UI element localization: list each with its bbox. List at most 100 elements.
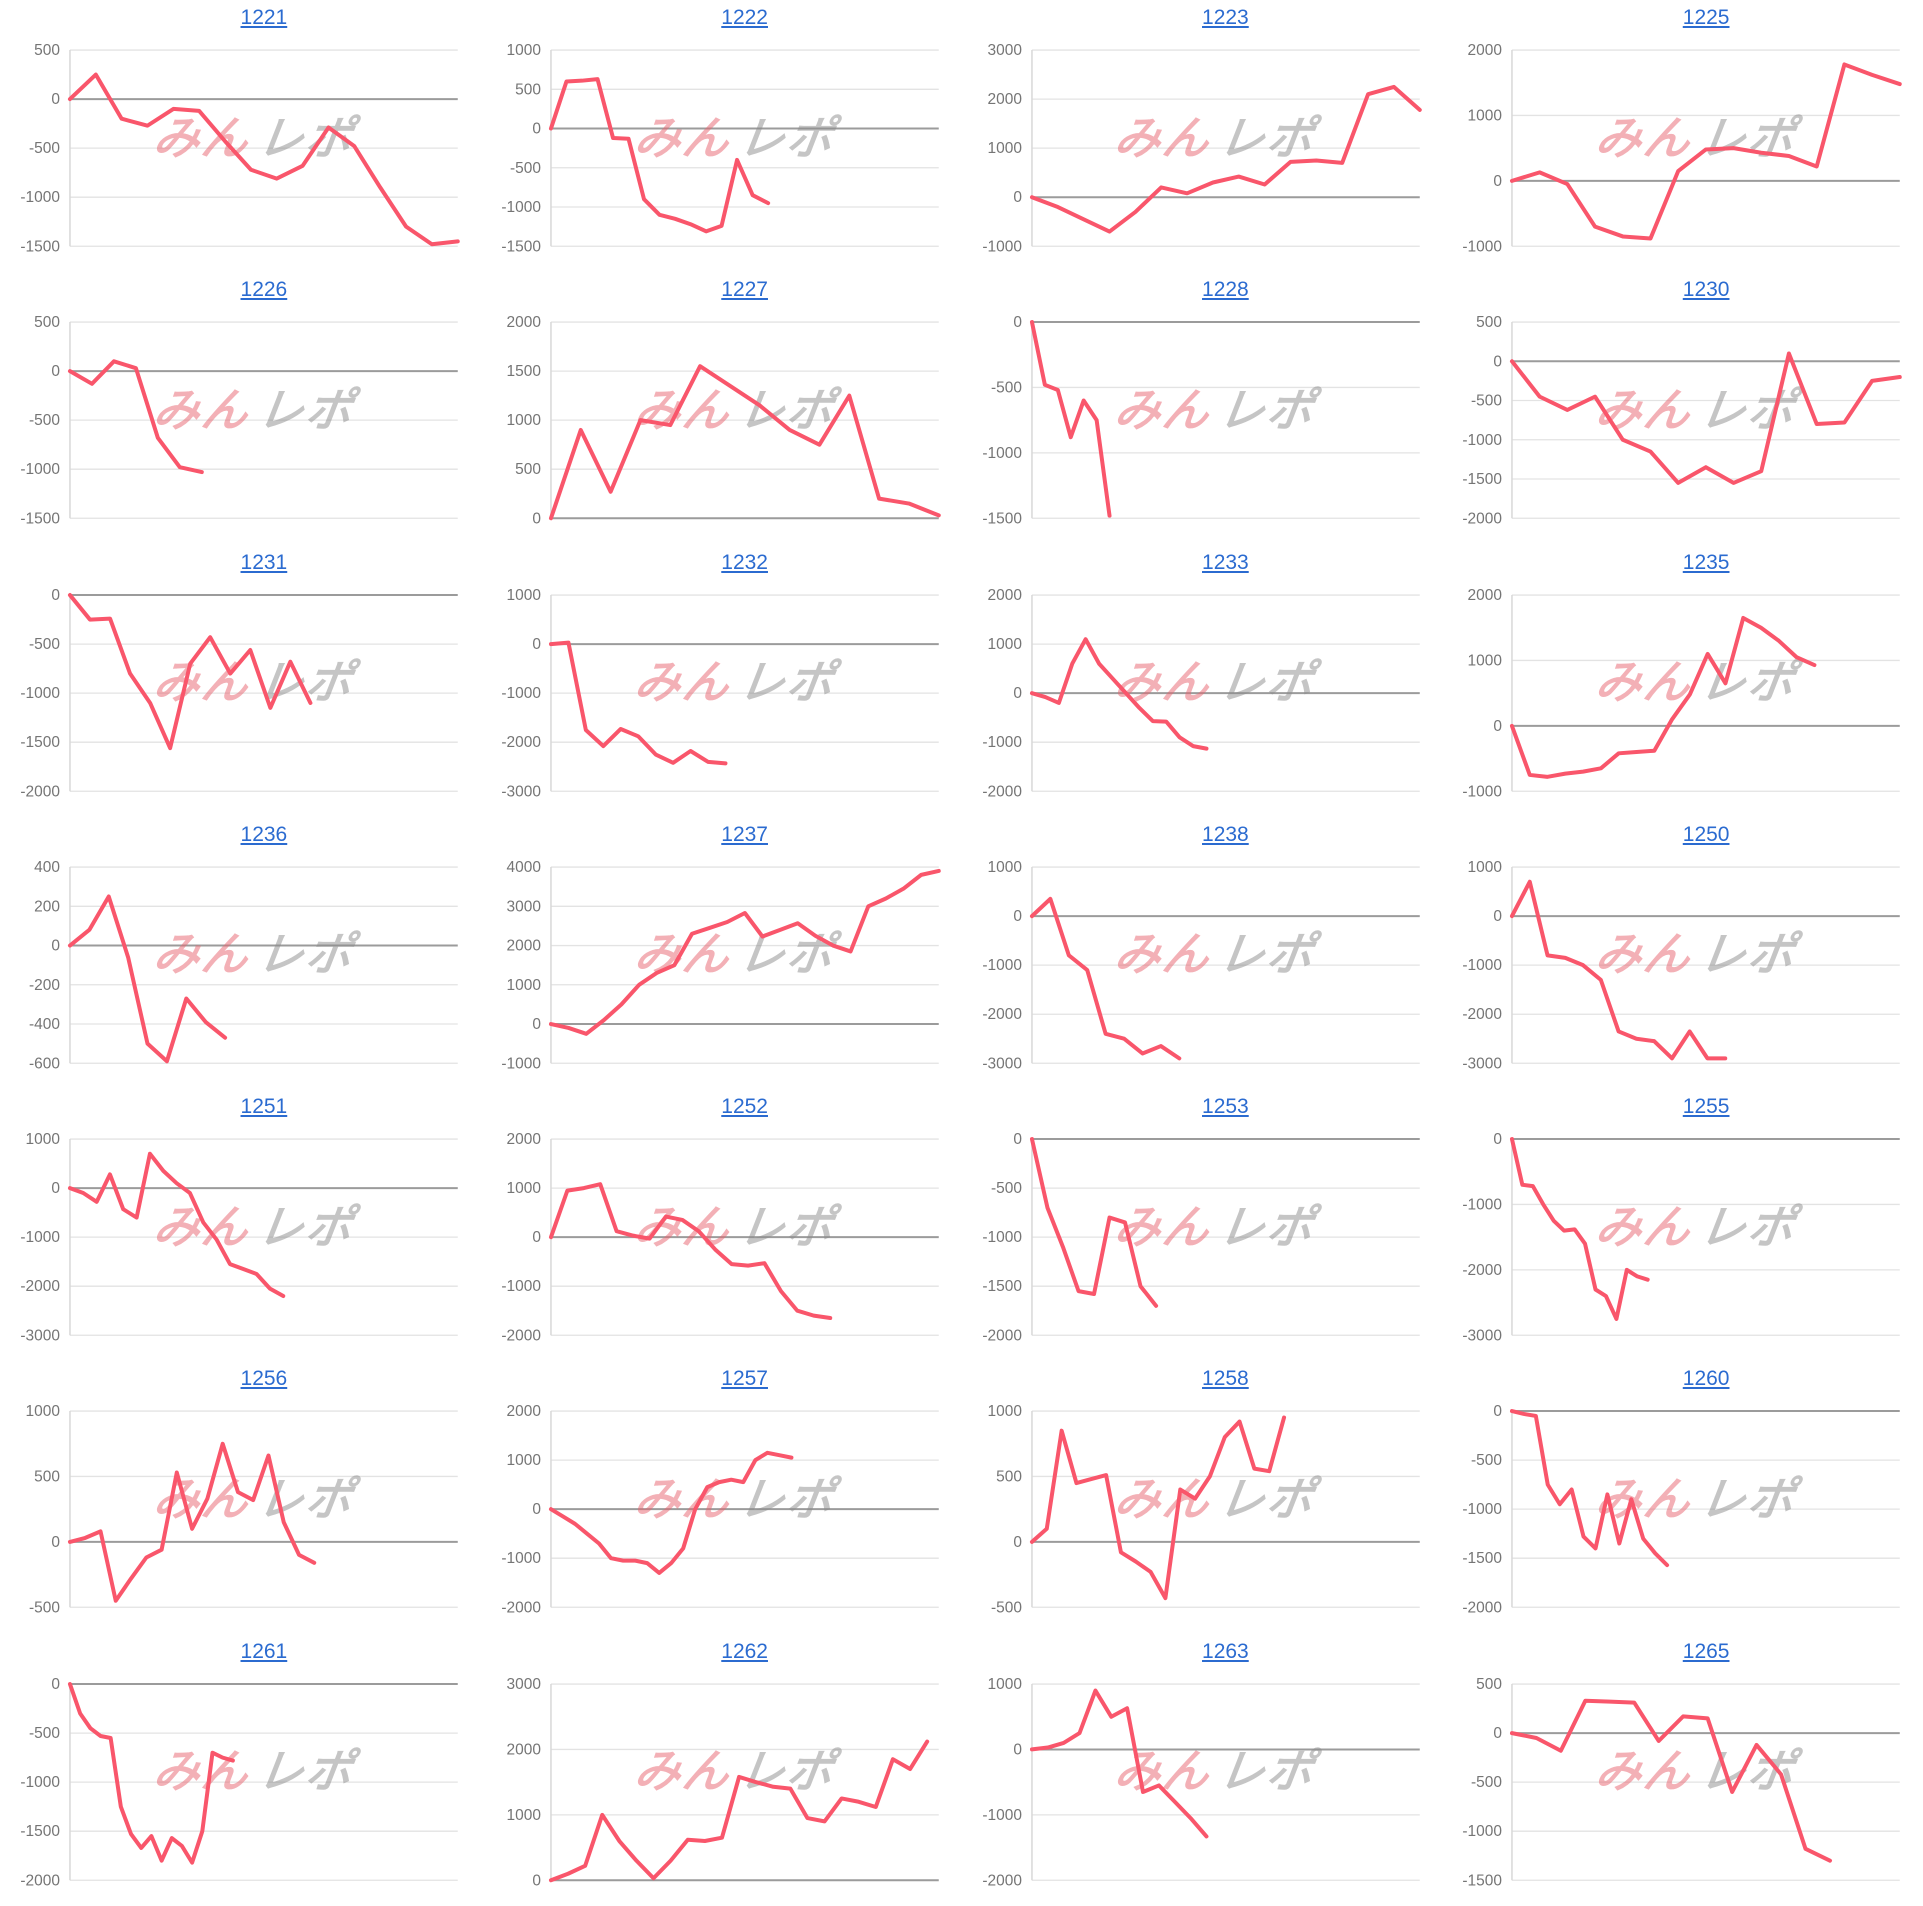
y-axis-tick-label: 0 — [1013, 685, 1022, 702]
y-axis-tick-label: -1000 — [1463, 957, 1503, 974]
watermark-text-gray: レポ — [734, 1472, 839, 1525]
y-axis-tick-label: 2000 — [506, 314, 541, 331]
chart-title-link[interactable]: 1221 — [240, 6, 288, 29]
chart-title-link[interactable]: 1261 — [240, 1639, 288, 1663]
y-axis-tick-label: -500 — [29, 1600, 60, 1617]
y-axis-tick-label: -1000 — [982, 1807, 1022, 1824]
chart-title-link[interactable]: 1230 — [1682, 278, 1730, 302]
y-axis-tick-label: 0 — [532, 121, 541, 138]
chart-cell: 0 -500 -1000 -1500 -2000 みんレポ 1253 — [962, 1089, 1443, 1361]
y-axis-tick-label: -2000 — [1463, 1600, 1503, 1617]
chart-title-link[interactable]: 1257 — [721, 1367, 768, 1391]
y-axis-tick-label: 0 — [51, 363, 60, 380]
chart-title-link[interactable]: 1262 — [721, 1639, 768, 1663]
chart-title-link[interactable]: 1223 — [1202, 6, 1249, 29]
chart-plot: 1000 500 0 -500 — [987, 1403, 1420, 1617]
y-axis-tick-label: 2000 — [506, 937, 541, 954]
chart-title-link[interactable]: 1256 — [240, 1367, 288, 1391]
y-axis-tick-label: -600 — [29, 1055, 60, 1072]
y-axis-tick-label: -2000 — [20, 1278, 60, 1295]
watermark-text-gray: レポ — [254, 111, 358, 164]
y-axis-tick-label: 0 — [1494, 1725, 1503, 1742]
watermark-text-gray: レポ — [1215, 1200, 1319, 1253]
chart-title-link[interactable]: 1252 — [721, 1095, 768, 1119]
chart-cell: 0 -500 -1000 -1500 -2000 みんレポ 1260 — [1442, 1361, 1923, 1633]
chart-series-layer — [67, 1151, 286, 1299]
chart-title-link[interactable]: 1265 — [1682, 1639, 1730, 1663]
y-axis-tick-label: 2000 — [506, 1403, 541, 1420]
chart-series-layer — [1510, 879, 1728, 1061]
y-axis-tick-label: 500 — [1476, 1676, 1502, 1693]
series-line — [548, 1451, 794, 1576]
chart-plot: 0 -500 -1000 -1500 -2000 — [20, 1676, 458, 1889]
chart-title-link[interactable]: 1225 — [1682, 6, 1730, 29]
series-line — [67, 1151, 286, 1299]
chart-title-link[interactable]: 1237 — [721, 822, 768, 846]
chart-plot: 2000 1000 0 -1000 — [1463, 587, 1901, 800]
watermark-text-pink: みん — [1111, 928, 1215, 981]
watermark-text-pink: みん — [150, 383, 254, 436]
watermark-text-gray: レポ — [254, 1472, 358, 1525]
y-axis-tick-label: -2000 — [982, 1006, 1022, 1023]
watermark-text-gray: レポ — [1696, 928, 1800, 981]
chart-title-link[interactable]: 1228 — [1202, 278, 1249, 302]
y-axis-tick-label: 0 — [1494, 1131, 1503, 1148]
chart-title-link[interactable]: 1258 — [1202, 1367, 1249, 1391]
y-axis-tick-label: 0 — [51, 937, 60, 954]
chart-plot: 0 -1000 -2000 -3000 — [1463, 1131, 1901, 1344]
chart-title-link[interactable]: 1226 — [240, 278, 288, 302]
chart-title-link[interactable]: 1255 — [1682, 1095, 1730, 1119]
chart-plot: 2000 1000 0 -1000 -2000 — [501, 1403, 939, 1617]
watermark-logo: みんレポ — [150, 1472, 358, 1525]
y-axis-tick-label: -1000 — [1463, 1823, 1503, 1840]
chart-series-layer — [67, 1681, 235, 1865]
chart-cell: 2000 1500 1000 500 0 みんレポ 1227 — [481, 272, 962, 544]
y-axis-tick-label: 500 — [34, 1469, 60, 1486]
chart-cell: 3000 2000 1000 0 -1000 みんレポ 1223 — [962, 0, 1443, 272]
y-axis-tick-label: 1000 — [987, 1403, 1022, 1420]
chart-title-link[interactable]: 1232 — [721, 550, 768, 574]
watermark-text-gray: レポ — [734, 656, 839, 709]
chart-title-link[interactable]: 1231 — [240, 550, 288, 574]
chart-title-link[interactable]: 1253 — [1202, 1095, 1249, 1119]
y-axis-tick-label: 0 — [1013, 1131, 1022, 1148]
watermark-text-gray: レポ — [254, 928, 358, 981]
chart-title-link[interactable]: 1236 — [240, 822, 288, 846]
y-axis-tick-label: 3000 — [987, 42, 1022, 59]
chart-title-link[interactable]: 1227 — [721, 278, 768, 302]
chart-title-link[interactable]: 1250 — [1682, 822, 1730, 846]
watermark-text-gray: レポ — [1215, 1745, 1319, 1798]
chart-series-layer — [1029, 84, 1422, 234]
y-axis-tick-label: 0 — [1013, 1534, 1022, 1551]
y-axis-tick-label: 0 — [1494, 717, 1503, 734]
y-axis-tick-label: -1500 — [982, 511, 1022, 528]
y-axis-tick-label: -3000 — [20, 1327, 60, 1344]
y-axis-tick-label: -2000 — [1463, 1006, 1503, 1023]
chart-title-link[interactable]: 1263 — [1202, 1639, 1249, 1663]
watermark-text-gray: レポ — [254, 383, 358, 436]
chart-title-link[interactable]: 1238 — [1202, 822, 1249, 846]
chart-series-layer — [1510, 351, 1903, 486]
chart-title-link[interactable]: 1235 — [1682, 550, 1730, 574]
y-axis-tick-label: 4000 — [506, 859, 541, 876]
watermark-text-pink: みん — [630, 1472, 735, 1525]
chart-title-link[interactable]: 1260 — [1682, 1367, 1730, 1391]
chart-series-layer — [548, 1739, 929, 1882]
watermark-text-gray: レポ — [734, 1200, 839, 1253]
y-axis-tick-label: 1000 — [987, 859, 1022, 876]
y-axis-tick-label: 1500 — [506, 363, 541, 380]
chart-title-link[interactable]: 1233 — [1202, 550, 1249, 574]
watermark-logo: みんレポ — [631, 656, 839, 709]
chart-title-link[interactable]: 1222 — [721, 6, 768, 29]
chart-title-link[interactable]: 1251 — [240, 1095, 288, 1119]
series-line — [67, 592, 313, 750]
chart-cell: 500 0 -500 -1000 -1500 みんレポ 1265 — [1442, 1634, 1923, 1906]
series-line — [1029, 1137, 1158, 1308]
y-axis-tick-label: -1000 — [982, 445, 1022, 462]
watermark-text-gray: レポ — [734, 383, 839, 436]
series-line — [1029, 1688, 1208, 1839]
chart-cell: 1000 0 -1000 -2000 -3000 みんレポ 1250 — [1442, 817, 1923, 1089]
watermark-logo: みんレポ — [1112, 1473, 1319, 1525]
y-axis-tick-label: 0 — [51, 91, 60, 108]
y-axis-tick-label: 500 — [515, 81, 541, 98]
